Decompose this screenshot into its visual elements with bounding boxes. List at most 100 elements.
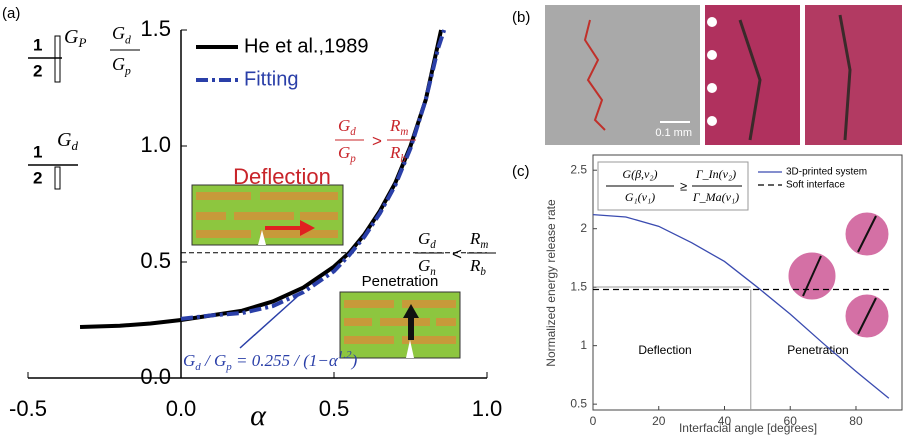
text-part: /	[201, 351, 214, 370]
diagram-circles	[787, 211, 890, 339]
crack	[738, 14, 852, 141]
x-tick-label: 1.0	[472, 396, 503, 421]
text-part: G	[418, 229, 430, 248]
text-part: G	[418, 256, 430, 275]
symbol: Gd	[418, 229, 436, 251]
criterion: G(β,ν₂)	[622, 167, 657, 181]
legend-label: 3D-printed system	[786, 167, 867, 178]
legend-label: Fitting	[244, 68, 298, 90]
text-part: G	[338, 143, 350, 162]
fit-equation: Gd / Gp = 0.255 / (1−α1.2)	[183, 349, 358, 373]
panel-label: (b)	[512, 9, 530, 26]
text-part: b	[480, 266, 486, 278]
text-part: p	[225, 361, 232, 373]
text-part: G	[112, 54, 125, 74]
y-tick-label: 2	[580, 221, 587, 235]
relation: <	[452, 244, 462, 263]
criterion: G₁(ν₁)	[625, 190, 655, 204]
x-tick-label: -0.5	[9, 396, 47, 421]
region-label: Deflection	[638, 343, 691, 357]
text-part: m	[480, 239, 488, 251]
photo	[805, 5, 902, 145]
text-part: )	[351, 351, 358, 370]
data-line	[592, 214, 890, 399]
text-part: R	[469, 256, 481, 275]
y-tick-label: 0.5	[570, 396, 587, 410]
panel-label: (c)	[512, 163, 530, 180]
y-tick-label: 1.0	[140, 132, 171, 157]
symbol: Gd	[338, 116, 356, 138]
text-part: P	[77, 35, 86, 50]
text-part: G	[214, 351, 226, 370]
text-part: d	[125, 33, 131, 46]
legend-label: Soft interface	[786, 180, 845, 191]
text-part: p	[124, 64, 131, 77]
text-part: R	[389, 143, 401, 162]
criterion: Γ_Ma(ν₁)	[692, 190, 739, 204]
x-tick-label: 40	[718, 414, 732, 428]
text-part: b	[400, 153, 406, 165]
x-tick-label: 0.5	[319, 396, 350, 421]
x-tick-label: 0	[590, 414, 597, 428]
x-tick-label: 80	[849, 414, 863, 428]
text-part: R	[469, 229, 481, 248]
text-part: = 0.255 / (1−α	[232, 351, 339, 370]
icon-den: 2	[33, 61, 42, 80]
data-line	[180, 29, 447, 321]
criterion: Γ_In(ν₂)	[695, 167, 736, 181]
symbol: GP	[64, 26, 86, 50]
text-part: R	[389, 116, 401, 135]
icon-num: 1	[33, 142, 42, 161]
text-part: m	[400, 126, 408, 138]
relation: >	[372, 131, 382, 150]
y-tick-label: 1.5	[570, 279, 587, 293]
pointer	[239, 295, 299, 349]
symbol: Gp	[338, 143, 356, 165]
x-tick-label: 20	[652, 414, 666, 428]
symbol: Rm	[469, 229, 488, 251]
y-tick-label: 1	[580, 338, 587, 352]
symbol: Rb	[389, 143, 406, 165]
text-part: d	[71, 138, 78, 153]
icon-beam	[54, 35, 61, 83]
photo	[545, 5, 700, 145]
y-tick-label: 0.5	[140, 248, 171, 273]
text-part: G	[183, 351, 195, 370]
criterion: ≥	[680, 178, 687, 193]
text-part: d	[430, 239, 436, 251]
icon-beam	[54, 166, 61, 190]
text-part: G	[57, 129, 72, 151]
crack-path	[583, 19, 606, 131]
deflection-inset	[191, 184, 344, 246]
x-tick-label: 0.0	[166, 396, 197, 421]
text-part: p	[349, 153, 356, 165]
symbol: Rm	[389, 116, 408, 138]
text-part: G	[338, 116, 350, 135]
legend-label: He et al.,1989	[244, 35, 369, 57]
symbol: Gd	[112, 23, 131, 46]
scale-label: 0.1 mm	[655, 127, 692, 139]
region-label: Penetration	[787, 343, 848, 357]
plot-frame	[592, 154, 903, 411]
y-axis-label: Normalized energy release rate	[544, 199, 558, 367]
symbol: Gn	[418, 256, 436, 278]
x-axis-label: α	[250, 399, 267, 432]
symbol: Rb	[469, 256, 486, 278]
x-tick-label: 60	[784, 414, 798, 428]
text-part: d	[195, 361, 201, 373]
penetration-inset	[339, 291, 461, 359]
panel-label: (a)	[2, 5, 20, 22]
text-part: d	[350, 126, 356, 138]
y-tick-label: 2.5	[570, 162, 587, 176]
icon-num: 1	[33, 35, 42, 54]
symbol: Gd	[57, 129, 78, 153]
text-part: n	[430, 266, 436, 278]
x-axis-label: Interfacial angle [degrees]	[679, 421, 817, 435]
text-part: G	[112, 23, 125, 43]
icon-den: 2	[33, 168, 42, 187]
annotation: Deflection	[233, 164, 331, 189]
y-tick-label: 0.0	[140, 364, 171, 389]
symbol: Gp	[112, 54, 131, 77]
text-part: 1.2	[338, 349, 352, 361]
